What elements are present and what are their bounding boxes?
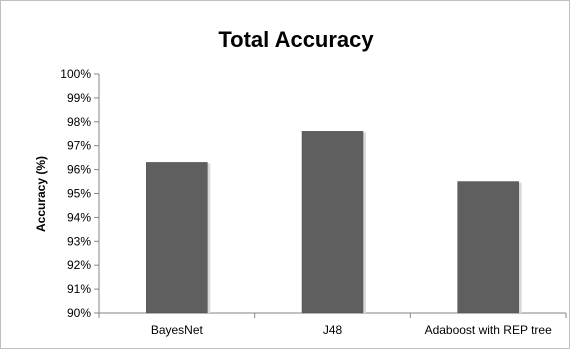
y-tick-label: 99% [67, 91, 91, 105]
x-tick-label: BayesNet [151, 323, 204, 337]
y-tick-label: 93% [67, 234, 91, 248]
bar [457, 181, 519, 314]
y-tick-label: 96% [67, 163, 91, 177]
x-tick-label: J48 [323, 323, 343, 337]
bars [146, 131, 522, 314]
y-axis-label: Accuracy (%) [34, 156, 48, 232]
x-tick-labels: BayesNet J48 Adaboost with REP tree [151, 323, 552, 337]
bar [301, 131, 364, 314]
y-tick-label: 94% [67, 210, 91, 224]
y-tick-label: 98% [67, 115, 91, 129]
y-tick-label: 91% [67, 282, 91, 296]
y-tick-labels: 90% 91% 92% 93% 94% 95% 96% 97% 98% 99% 100% [60, 67, 91, 320]
x-tick-label: Adaboost with REP tree [425, 323, 553, 337]
chart-title: Total Accuracy [218, 27, 374, 52]
y-tick-label: 95% [67, 187, 91, 201]
bar [146, 162, 208, 314]
y-tick-label: 97% [67, 139, 91, 153]
y-tick-label: 92% [67, 258, 91, 272]
y-tick-label: 90% [67, 306, 91, 320]
y-tick-label: 100% [60, 67, 91, 81]
